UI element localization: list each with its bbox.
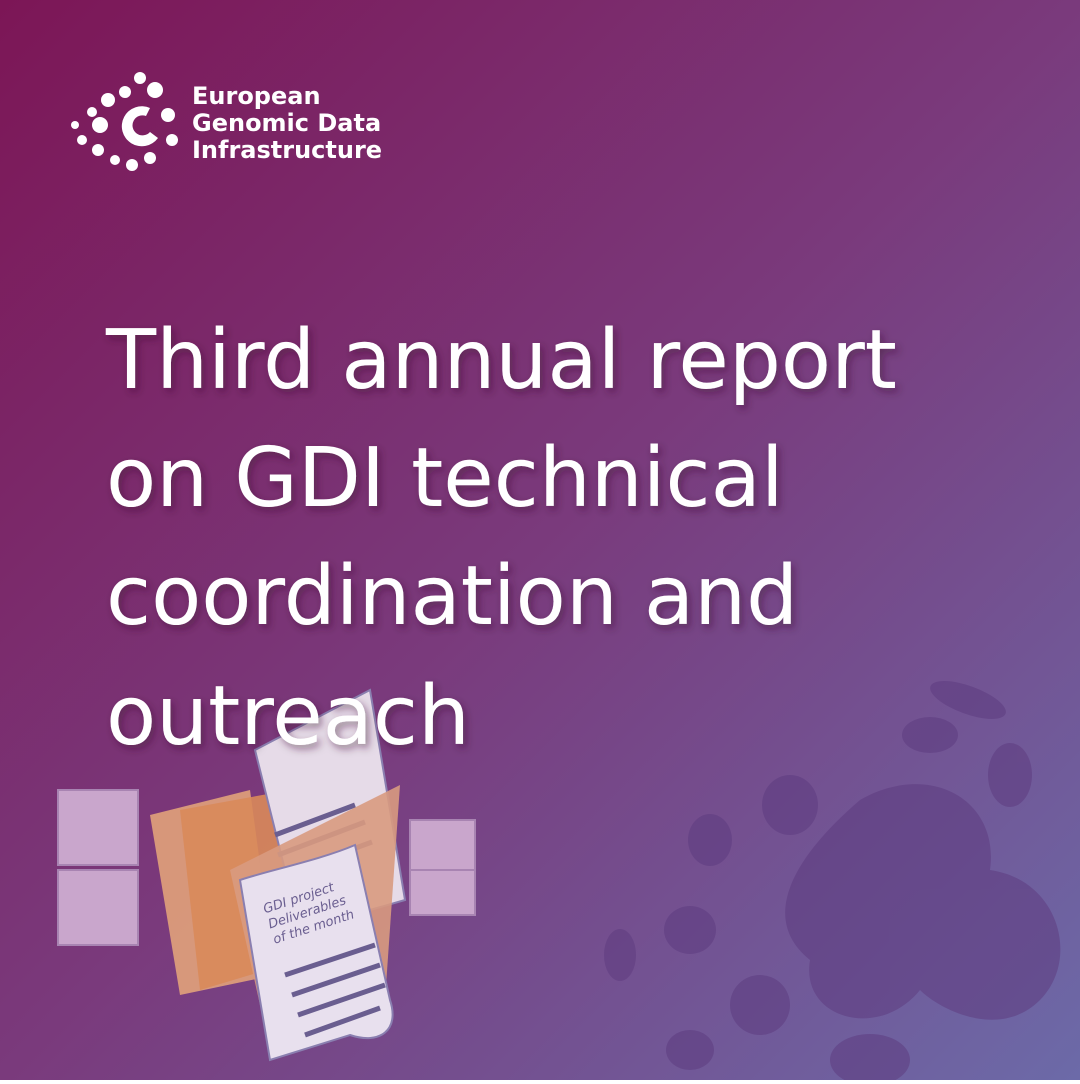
decor-blobs bbox=[604, 681, 1061, 1084]
title-line: coordination and bbox=[106, 549, 798, 644]
illustration: GDI project Deliverables of the month bbox=[57, 688, 476, 1062]
logo-mark bbox=[71, 72, 178, 171]
title-line: Third annual report bbox=[105, 313, 897, 408]
logo-line: Infrastructure bbox=[192, 136, 382, 164]
logo-text: European Genomic Data Infrastructure bbox=[192, 82, 382, 164]
logo-line: European bbox=[192, 82, 321, 110]
title-line: on GDI technical bbox=[106, 431, 784, 526]
title: Third annual report on GDI technical coo… bbox=[105, 313, 897, 764]
logo-line: Genomic Data bbox=[192, 109, 381, 137]
title-line: outreach bbox=[106, 669, 470, 764]
